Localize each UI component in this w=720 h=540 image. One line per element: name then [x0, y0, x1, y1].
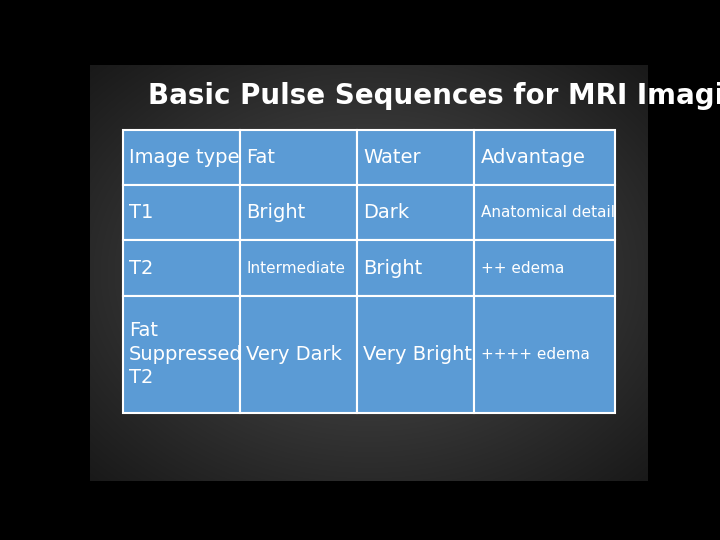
Text: Bright: Bright: [364, 259, 423, 278]
Text: Bright: Bright: [246, 204, 305, 222]
Text: Water: Water: [364, 148, 421, 167]
Bar: [357, 185, 474, 240]
Text: Image type: Image type: [129, 148, 239, 167]
Bar: [122, 185, 240, 240]
Bar: [474, 295, 616, 413]
Text: Advantage: Advantage: [481, 148, 585, 167]
Text: Very Bright: Very Bright: [364, 345, 472, 364]
Bar: [357, 240, 474, 295]
Text: Fat
Suppressed
T2: Fat Suppressed T2: [129, 321, 243, 387]
Text: ++++ edema: ++++ edema: [481, 347, 590, 362]
Bar: [122, 295, 240, 413]
Bar: [474, 240, 616, 295]
Text: T2: T2: [129, 259, 153, 278]
Text: ++ edema: ++ edema: [481, 260, 564, 275]
Text: Intermediate: Intermediate: [246, 260, 345, 275]
Bar: [240, 185, 357, 240]
Bar: [357, 295, 474, 413]
Bar: [474, 130, 616, 185]
Text: Fat: Fat: [246, 148, 275, 167]
Text: Basic Pulse Sequences for MRI Imaging: Basic Pulse Sequences for MRI Imaging: [148, 82, 720, 110]
Text: Very Dark: Very Dark: [246, 345, 342, 364]
Bar: [122, 240, 240, 295]
Bar: [240, 295, 357, 413]
Bar: [474, 185, 616, 240]
Text: T1: T1: [129, 204, 153, 222]
Bar: [240, 240, 357, 295]
Bar: [357, 130, 474, 185]
Text: Dark: Dark: [364, 204, 410, 222]
Text: Anatomical detail: Anatomical detail: [481, 205, 615, 220]
Bar: [240, 130, 357, 185]
Bar: [122, 130, 240, 185]
